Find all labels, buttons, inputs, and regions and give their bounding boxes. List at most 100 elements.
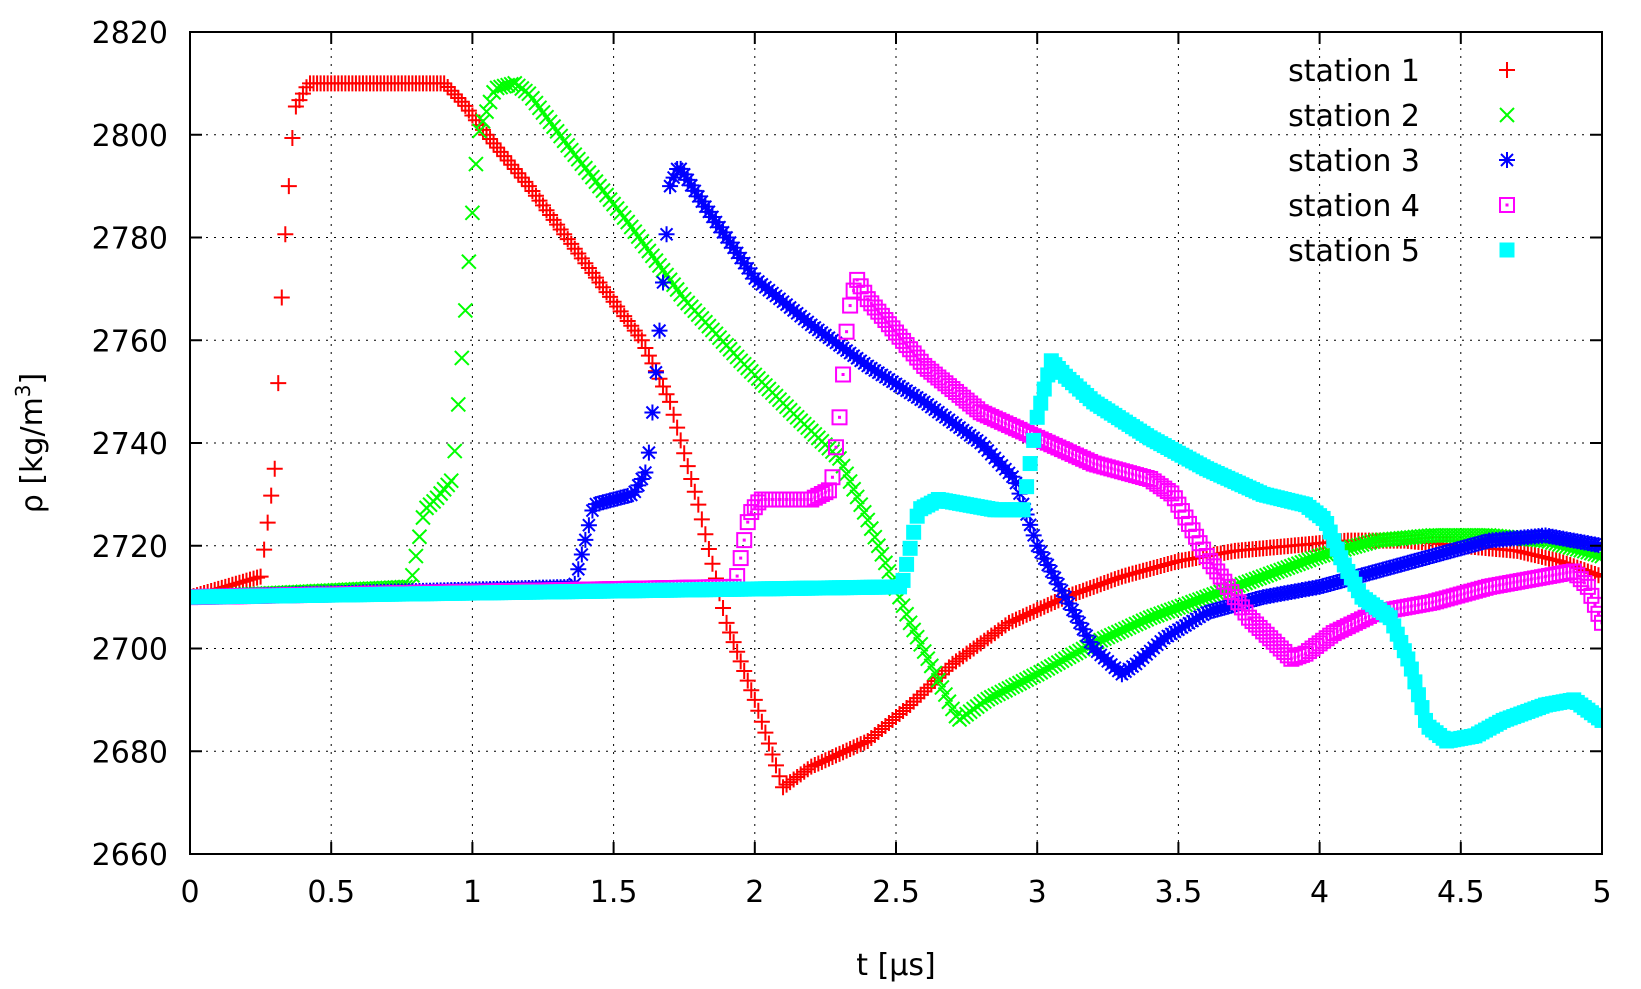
data-point bbox=[633, 470, 650, 487]
data-point bbox=[506, 161, 523, 177]
data-point bbox=[842, 473, 858, 490]
data-point bbox=[1029, 601, 1046, 618]
data-point bbox=[736, 255, 753, 272]
data-point bbox=[669, 419, 686, 436]
data-point bbox=[700, 540, 717, 557]
data-point bbox=[852, 496, 869, 513]
data-point bbox=[478, 103, 495, 120]
legend-marker bbox=[1499, 107, 1515, 123]
tick-marks bbox=[189, 31, 1603, 855]
data-point bbox=[739, 514, 756, 531]
data-point bbox=[1043, 658, 1060, 675]
data-point bbox=[517, 173, 534, 190]
data-point bbox=[1036, 598, 1053, 615]
data-point bbox=[1403, 661, 1419, 677]
data-point bbox=[640, 444, 657, 461]
data-point bbox=[838, 742, 855, 759]
x-tick-label: 1.5 bbox=[590, 875, 638, 910]
data-point bbox=[827, 439, 844, 456]
data-point bbox=[1029, 409, 1045, 425]
data-point bbox=[496, 148, 513, 165]
data-point bbox=[899, 556, 915, 572]
data-point bbox=[1064, 601, 1081, 618]
y-tick-label: 2680 bbox=[92, 735, 168, 770]
data-point bbox=[1579, 578, 1596, 595]
data-point bbox=[1019, 479, 1035, 495]
data-point bbox=[252, 568, 269, 585]
data-point bbox=[658, 386, 675, 403]
data-point bbox=[1099, 573, 1116, 590]
x-tick-label: 4.5 bbox=[1437, 875, 1485, 910]
x-tick-label: 3.5 bbox=[1155, 875, 1203, 910]
data-point bbox=[662, 178, 679, 195]
data-point bbox=[683, 470, 700, 487]
data-point bbox=[725, 239, 742, 256]
data-point bbox=[877, 555, 894, 571]
y-axis-label-main: ρ [kg/m bbox=[15, 397, 50, 513]
data-point bbox=[256, 541, 273, 558]
series-5 bbox=[190, 353, 1602, 749]
data-point bbox=[1036, 550, 1053, 567]
data-point bbox=[263, 487, 280, 504]
data-point bbox=[870, 538, 887, 554]
data-point bbox=[1414, 700, 1430, 716]
data-point bbox=[1008, 475, 1025, 492]
x-tick-label: 2.5 bbox=[872, 875, 920, 910]
data-point bbox=[436, 75, 453, 92]
data-point bbox=[923, 676, 940, 693]
data-point bbox=[249, 569, 266, 586]
legend-label: station 1 bbox=[1288, 54, 1420, 89]
data-point bbox=[1085, 578, 1102, 595]
data-point bbox=[665, 406, 682, 423]
x-tick-label: 5 bbox=[1592, 875, 1611, 910]
data-point bbox=[1026, 432, 1042, 448]
data-point bbox=[443, 82, 460, 99]
data-point bbox=[693, 511, 710, 528]
data-point bbox=[718, 614, 735, 631]
data-point bbox=[874, 546, 890, 563]
data-point bbox=[707, 214, 724, 231]
data-point bbox=[1004, 613, 1021, 630]
x-tick-label: 1 bbox=[463, 875, 482, 910]
data-point bbox=[1047, 656, 1063, 673]
data-point bbox=[655, 378, 672, 395]
data-point bbox=[806, 757, 823, 774]
data-point bbox=[513, 169, 530, 186]
data-point bbox=[1054, 652, 1070, 669]
data-point bbox=[1060, 595, 1077, 612]
data-point bbox=[697, 198, 714, 215]
data-point bbox=[1053, 582, 1070, 599]
data-point bbox=[1033, 395, 1049, 411]
data-point bbox=[764, 746, 781, 763]
data-point bbox=[902, 697, 919, 714]
data-point bbox=[1068, 645, 1084, 661]
data-point bbox=[439, 79, 456, 96]
y-tick-label: 2760 bbox=[92, 324, 168, 359]
data-point bbox=[1061, 649, 1077, 665]
data-point bbox=[697, 526, 714, 543]
data-point bbox=[644, 404, 661, 421]
data-point bbox=[510, 165, 527, 182]
data-point bbox=[464, 205, 481, 221]
data-point bbox=[722, 234, 739, 251]
data-point bbox=[1022, 456, 1038, 472]
data-point bbox=[637, 339, 654, 356]
data-point bbox=[471, 123, 488, 139]
data-point bbox=[902, 540, 918, 556]
data-point bbox=[743, 265, 760, 282]
data-point bbox=[746, 691, 763, 708]
data-point bbox=[259, 514, 276, 531]
data-point bbox=[1043, 563, 1060, 580]
x-tick-label: 3 bbox=[1028, 875, 1047, 910]
data-point bbox=[838, 466, 855, 482]
data-point bbox=[1046, 569, 1063, 586]
data-point bbox=[895, 572, 911, 588]
data-point bbox=[824, 749, 841, 766]
data-point bbox=[676, 166, 693, 183]
data-point bbox=[1594, 712, 1602, 728]
data-point bbox=[443, 472, 459, 489]
legend-item: station 5 bbox=[1288, 234, 1515, 269]
data-point bbox=[1004, 468, 1021, 485]
data-point bbox=[1082, 634, 1099, 651]
